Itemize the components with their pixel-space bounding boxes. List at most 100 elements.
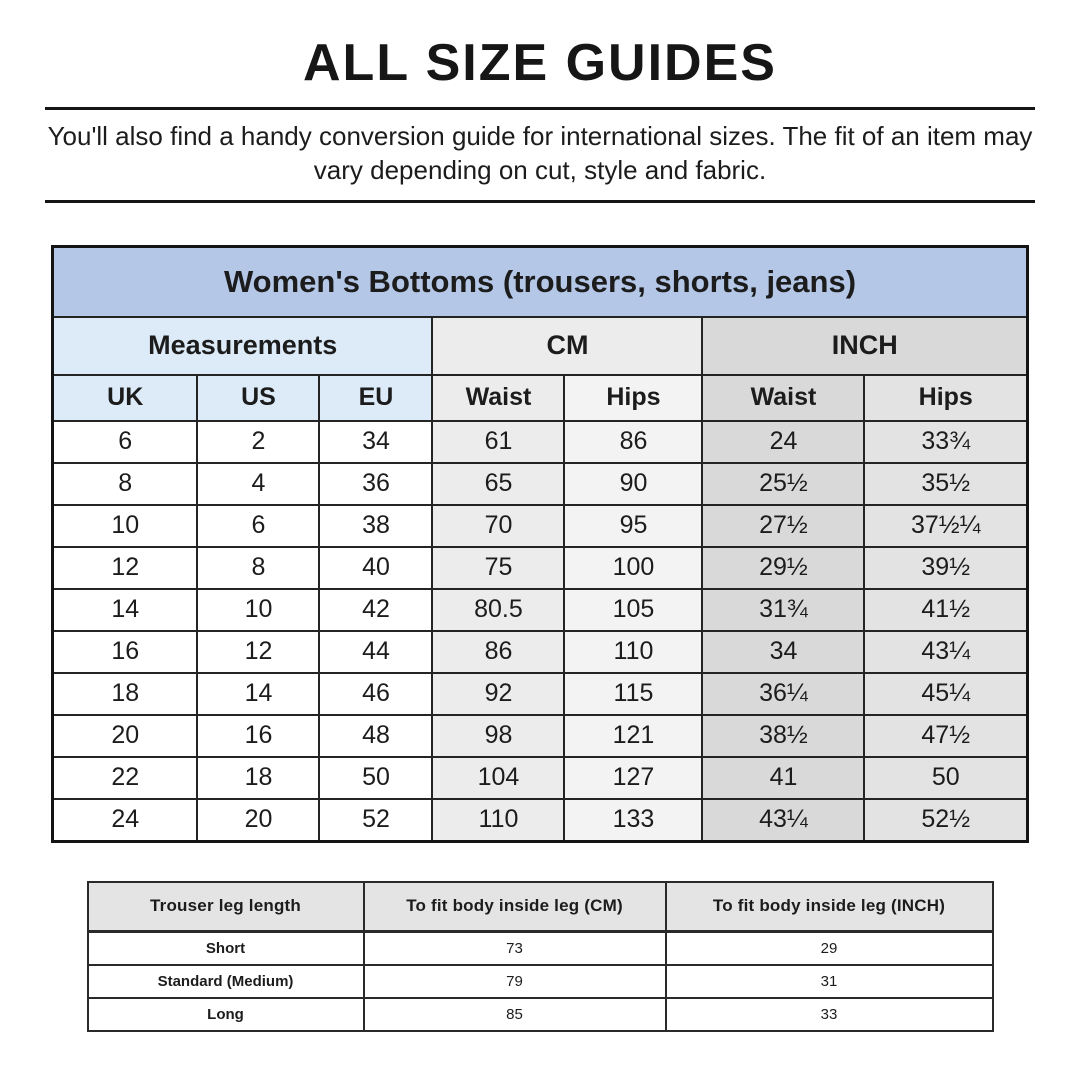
table-cell: 24: [51, 797, 199, 843]
table-cell: 14: [196, 671, 321, 716]
table-cell: 90: [563, 461, 704, 506]
table-cell: 12: [196, 629, 321, 674]
table-cell: 29½: [701, 545, 866, 590]
table-cell: 43¼: [701, 797, 866, 843]
column-header-uk: UK: [51, 373, 199, 422]
table-cell: 35½: [863, 461, 1029, 506]
table-cell: 27½: [701, 503, 866, 548]
table-row: 20 16 48 98 121 38½ 47½: [51, 713, 1029, 758]
table-row: 6 2 34 61 86 24 33¾: [51, 419, 1029, 464]
table-cell: 6: [196, 503, 321, 548]
table-cell: 16: [51, 629, 199, 674]
table-cell: 79: [362, 963, 667, 999]
table-cell: 31¾: [701, 587, 866, 632]
column-header-inch-waist: Waist: [701, 373, 866, 422]
table-row: Long 85 33: [86, 996, 994, 1032]
table-cell: 20: [196, 797, 321, 843]
table-cell: 8: [196, 545, 321, 590]
table-cell: 41: [701, 755, 866, 800]
table-cell: 2: [196, 419, 321, 464]
table-row: 12 8 40 75 100 29½ 39½: [51, 545, 1029, 590]
table-cell: 121: [563, 713, 704, 758]
column-header-us: US: [196, 373, 321, 422]
column-header-row: UK US EU Waist Hips Waist Hips: [51, 373, 1029, 422]
leg-header-row: Trouser leg length To fit body inside le…: [86, 880, 994, 933]
table-cell: 115: [563, 671, 704, 716]
table-row: 16 12 44 86 110 34 43¼: [51, 629, 1029, 674]
column-header-inside-leg-inch: To fit body inside leg (INCH): [664, 880, 994, 933]
table-cell: 40: [318, 545, 434, 590]
table-cell: 133: [563, 797, 704, 843]
column-header-inside-leg-cm: To fit body inside leg (CM): [362, 880, 667, 933]
table-cell: 36¼: [701, 671, 866, 716]
table-cell: 73: [362, 930, 667, 966]
table-cell: 24: [701, 419, 866, 464]
table-cell: 70: [431, 503, 566, 548]
table-cell: 45¼: [863, 671, 1029, 716]
table-cell: Short: [86, 930, 365, 966]
table-cell: 105: [563, 587, 704, 632]
table-cell: 18: [51, 671, 199, 716]
womens-bottoms-size-table: Women's Bottoms (trousers, shorts, jeans…: [50, 244, 1030, 843]
divider-bottom: [45, 199, 1035, 203]
table-cell: 95: [563, 503, 704, 548]
table-cell: 48: [318, 713, 434, 758]
table-row: 10 6 38 70 95 27½ 37½¼: [51, 503, 1029, 548]
table-cell: 98: [431, 713, 566, 758]
trouser-leg-length-table: Trouser leg length To fit body inside le…: [86, 880, 994, 1032]
table-cell: 38: [318, 503, 434, 548]
table-cell: 8: [51, 461, 199, 506]
table-row: Standard (Medium) 79 31: [86, 963, 994, 999]
intro-text: You'll also find a handy conversion guid…: [47, 121, 1033, 185]
table-cell: 34: [318, 419, 434, 464]
table-cell: 43¼: [863, 629, 1029, 674]
column-header-cm-waist: Waist: [431, 373, 566, 422]
group-header-cm: CM: [431, 315, 704, 376]
table-cell: 18: [196, 755, 321, 800]
table-cell: 4: [196, 461, 321, 506]
table-cell: 10: [196, 587, 321, 632]
table-cell: 31: [664, 963, 994, 999]
table-row: 24 20 52 110 133 43¼ 52½: [51, 797, 1029, 843]
table-cell: 92: [431, 671, 566, 716]
table-title: Women's Bottoms (trousers, shorts, jeans…: [51, 245, 1029, 318]
table-cell: 33¾: [863, 419, 1029, 464]
table-cell: 50: [863, 755, 1029, 800]
table-cell: 22: [51, 755, 199, 800]
group-header-inch: INCH: [701, 315, 1029, 376]
table-cell: 110: [563, 629, 704, 674]
table-cell: 34: [701, 629, 866, 674]
table-cell: 104: [431, 755, 566, 800]
column-header-eu: EU: [318, 373, 434, 422]
table-cell: Long: [86, 996, 365, 1032]
table-cell: 75: [431, 545, 566, 590]
table-cell: 85: [362, 996, 667, 1032]
table-title-row: Women's Bottoms (trousers, shorts, jeans…: [51, 245, 1029, 318]
table-cell: 37½¼: [863, 503, 1029, 548]
table-cell: 52: [318, 797, 434, 843]
table-row: Short 73 29: [86, 930, 994, 966]
divider-top: [45, 107, 1035, 111]
table-cell: 20: [51, 713, 199, 758]
table-cell: 46: [318, 671, 434, 716]
table-cell: 100: [563, 545, 704, 590]
table-cell: 44: [318, 629, 434, 674]
table-cell: 10: [51, 503, 199, 548]
table-row: 18 14 46 92 115 36¼ 45¼: [51, 671, 1029, 716]
table-cell: 86: [431, 629, 566, 674]
table-cell: 42: [318, 587, 434, 632]
table-cell: 47½: [863, 713, 1029, 758]
group-header-row: Measurements CM INCH: [51, 315, 1029, 376]
table-row: 14 10 42 80.5 105 31¾ 41½: [51, 587, 1029, 632]
column-header-leg-length: Trouser leg length: [86, 880, 365, 933]
group-header-measurements: Measurements: [51, 315, 434, 376]
table-cell: 39½: [863, 545, 1029, 590]
column-header-inch-hips: Hips: [863, 373, 1029, 422]
table-cell: 12: [51, 545, 199, 590]
table-cell: 16: [196, 713, 321, 758]
table-cell: 6: [51, 419, 199, 464]
table-cell: 33: [664, 996, 994, 1032]
table-cell: 36: [318, 461, 434, 506]
table-cell: Standard (Medium): [86, 963, 365, 999]
table-cell: 127: [563, 755, 704, 800]
